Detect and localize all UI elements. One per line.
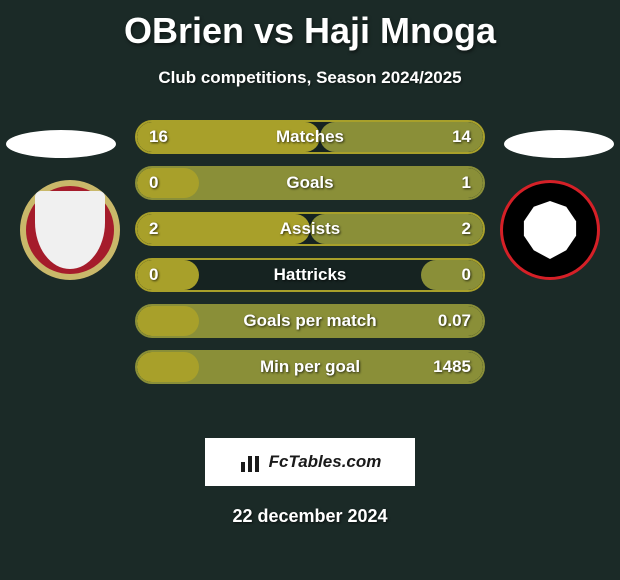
- club-badge-right: [500, 180, 600, 280]
- stat-label: Hattricks: [137, 260, 483, 290]
- player-ellipse-right: [504, 130, 614, 158]
- brand-text: FcTables.com: [269, 452, 382, 472]
- stat-label: Min per goal: [137, 352, 483, 382]
- stat-row: 00Hattricks: [135, 258, 485, 292]
- stat-label: Goals per match: [137, 306, 483, 336]
- club-badge-left: [20, 180, 120, 280]
- stat-label: Assists: [137, 214, 483, 244]
- date-text: 22 december 2024: [0, 506, 620, 527]
- fctables-badge: FcTables.com: [205, 438, 415, 486]
- player-ellipse-left: [6, 130, 116, 158]
- stat-row: 01Goals: [135, 166, 485, 200]
- compare-area: 1614Matches 01Goals 22Assists 00Hattricks 0.…: [0, 120, 620, 420]
- stat-bars: 1614Matches 01Goals 22Assists 00Hattricks 0.…: [135, 120, 485, 396]
- bar-chart-icon: [239, 452, 263, 472]
- page-title: OBrien vs Haji Mnoga: [0, 0, 620, 52]
- stat-label: Matches: [137, 122, 483, 152]
- subtitle: Club competitions, Season 2024/2025: [0, 68, 620, 88]
- stat-row: 1485Min per goal: [135, 350, 485, 384]
- stat-row: 1614Matches: [135, 120, 485, 154]
- stat-row: 0.07Goals per match: [135, 304, 485, 338]
- stat-row: 22Assists: [135, 212, 485, 246]
- stat-label: Goals: [137, 168, 483, 198]
